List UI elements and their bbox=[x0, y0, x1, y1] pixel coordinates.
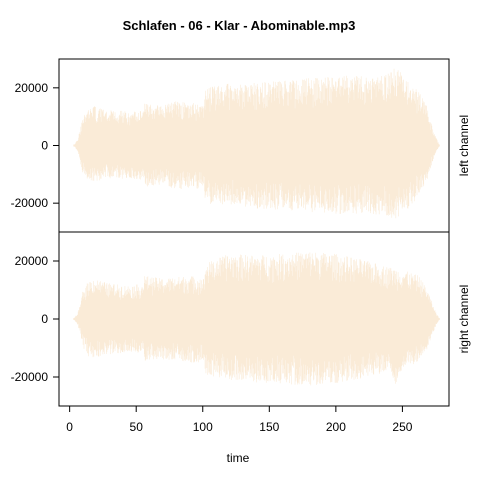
right-channel-y-axis: -20000 0 20000 bbox=[11, 254, 59, 384]
y-tick-label: 20000 bbox=[15, 254, 49, 268]
x-tick-label: 150 bbox=[259, 420, 279, 434]
x-tick-label: 50 bbox=[130, 420, 144, 434]
right-channel-panel: -20000 0 20000 right channel bbox=[11, 231, 471, 407]
right-channel-label: right channel bbox=[457, 285, 471, 354]
waveform-strokes bbox=[73, 252, 440, 386]
left-channel-label: left channel bbox=[457, 115, 471, 176]
left-channel-y-axis: -20000 0 20000 bbox=[11, 81, 59, 210]
right-channel-frame bbox=[58, 231, 450, 407]
x-tick-label: 0 bbox=[66, 420, 73, 434]
x-axis-label: time bbox=[227, 451, 250, 465]
right-channel-waveform bbox=[73, 252, 440, 386]
y-tick-label: 0 bbox=[41, 312, 48, 326]
x-tick-label: 200 bbox=[326, 420, 346, 434]
x-axis: 0 50 100 150 200 250 bbox=[66, 406, 413, 434]
left-channel-panel: -20000 0 20000 left channel bbox=[11, 58, 471, 233]
waveform-strokes bbox=[73, 68, 440, 219]
x-tick-label: 250 bbox=[392, 420, 412, 434]
y-tick-label: 20000 bbox=[15, 81, 49, 95]
x-tick-label: 100 bbox=[193, 420, 213, 434]
y-tick-label: -20000 bbox=[11, 196, 49, 210]
y-tick-label: -20000 bbox=[11, 370, 49, 384]
left-channel-waveform bbox=[73, 68, 440, 219]
chart-title: Schlafen - 06 - Klar - Abominable.mp3 bbox=[123, 18, 356, 33]
y-tick-label: 0 bbox=[41, 139, 48, 153]
